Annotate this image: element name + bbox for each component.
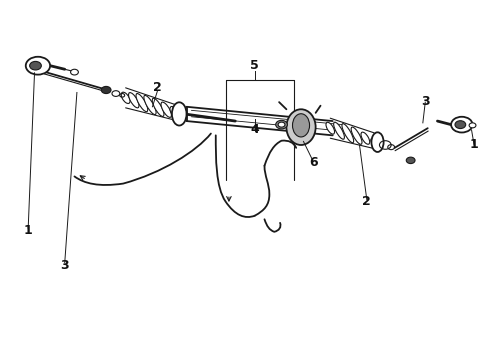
Ellipse shape: [371, 138, 377, 144]
Text: 3: 3: [60, 259, 69, 272]
Text: 6: 6: [309, 156, 318, 168]
Text: 1: 1: [24, 224, 32, 237]
Ellipse shape: [121, 92, 130, 103]
Ellipse shape: [287, 109, 316, 145]
Ellipse shape: [172, 102, 187, 126]
Circle shape: [455, 121, 466, 129]
Ellipse shape: [361, 132, 369, 144]
Circle shape: [26, 57, 50, 75]
Ellipse shape: [342, 123, 354, 143]
Text: 4: 4: [250, 123, 259, 136]
Ellipse shape: [326, 122, 335, 134]
Circle shape: [30, 62, 41, 70]
Ellipse shape: [144, 95, 156, 114]
Ellipse shape: [371, 132, 384, 152]
Text: 5: 5: [250, 59, 259, 72]
Ellipse shape: [136, 94, 147, 112]
Circle shape: [451, 117, 472, 132]
Circle shape: [406, 157, 415, 163]
Text: 3: 3: [421, 95, 430, 108]
Text: 2: 2: [153, 81, 162, 94]
Ellipse shape: [170, 107, 179, 118]
Ellipse shape: [334, 122, 344, 139]
Text: 1: 1: [469, 138, 478, 151]
Circle shape: [469, 123, 476, 128]
Circle shape: [276, 120, 288, 129]
Circle shape: [278, 122, 285, 127]
Ellipse shape: [293, 114, 310, 137]
Ellipse shape: [351, 127, 362, 144]
Ellipse shape: [152, 98, 164, 116]
Text: 2: 2: [363, 195, 371, 208]
Circle shape: [101, 86, 111, 94]
Circle shape: [71, 69, 78, 75]
Ellipse shape: [161, 102, 172, 117]
Ellipse shape: [128, 93, 139, 108]
